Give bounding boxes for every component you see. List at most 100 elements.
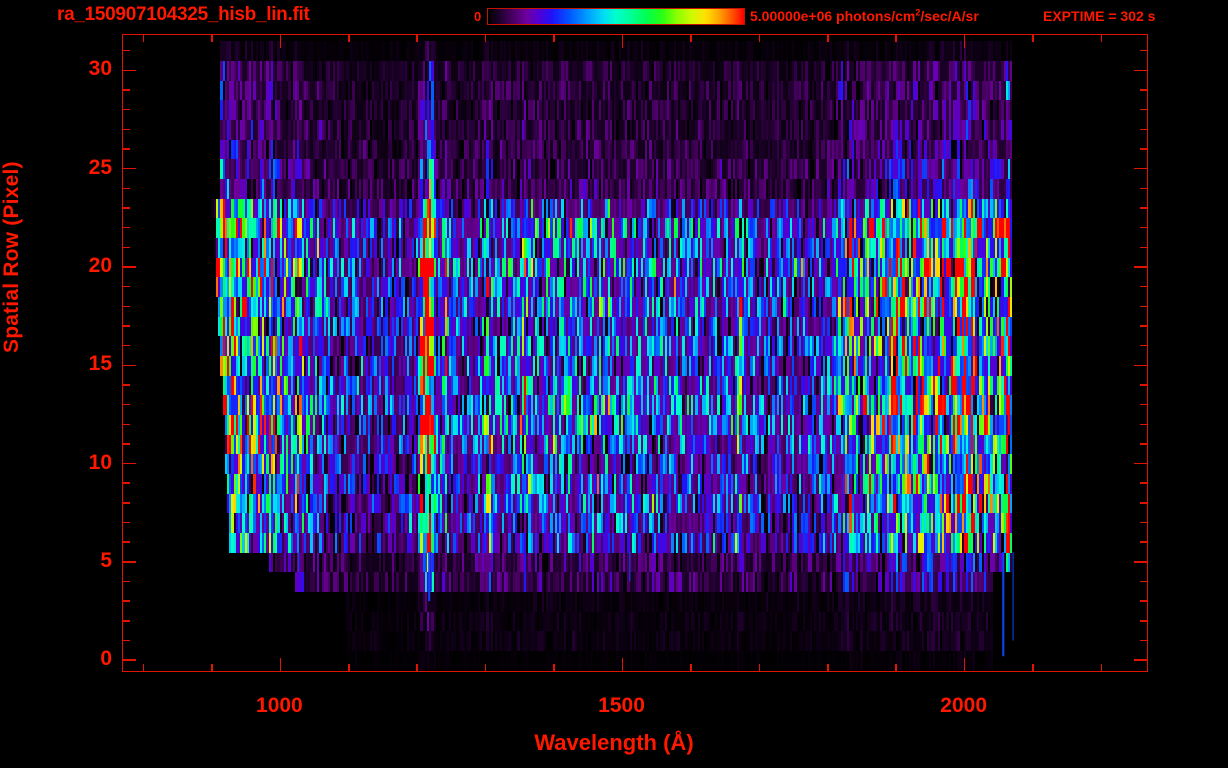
y-minor-tick-right [1140,344,1147,347]
x-axis-title: Wavelength (Å) [534,730,694,755]
colorbar-units-exponent: 2 [915,7,921,18]
x-minor-tick [1032,664,1034,671]
y-minor-tick [123,541,130,543]
y-minor-tick [123,187,130,190]
plot-frame [122,34,1148,672]
y-major-tick-right [1134,462,1147,465]
y-minor-tick-right [1140,502,1147,504]
y-minor-tick [123,49,130,52]
x-major-tick [279,658,282,671]
y-minor-tick [123,639,130,642]
y-minor-tick-right [1140,128,1147,131]
x-minor-tick [484,664,487,671]
x-major-tick-top [963,35,966,48]
y-minor-tick-right [1140,207,1147,209]
x-minor-tick [553,664,555,671]
x-major-tick [963,658,966,671]
y-major-tick-right [1134,266,1147,268]
y-axis-title: Spatial Row (Pixel) [0,161,23,353]
x-minor-tick [895,664,897,671]
y-minor-tick [123,580,130,583]
x-major-tick-top [621,35,624,48]
colorbar-max-value: 5.00000e+06 [750,8,833,24]
y-major-tick-right [1134,659,1147,661]
y-minor-tick-right [1140,187,1147,190]
y-minor-tick-right [1140,148,1147,150]
x-minor-tick-top [211,35,213,42]
y-minor-tick [123,226,130,229]
y-minor-tick [123,108,130,111]
x-minor-tick-top [1100,35,1103,42]
colorbar-min-label: 0 [474,9,482,24]
y-minor-tick-right [1140,639,1147,642]
x-minor-tick-top [348,35,350,42]
y-minor-tick [123,325,130,327]
y-minor-tick [123,443,130,445]
y-minor-tick [123,246,130,249]
y-major-tick-right [1134,167,1147,170]
y-minor-tick [123,207,130,209]
y-minor-tick-right [1140,521,1147,524]
exptime-label: EXPTIME = 302 s [1043,8,1156,24]
x-tick-label: 1500 [598,694,645,717]
spectrogram-image [123,35,1146,670]
y-minor-tick-right [1140,108,1147,111]
y-minor-tick-right [1140,305,1147,308]
x-minor-tick-top [895,35,897,42]
y-major-tick-right [1134,69,1147,72]
x-minor-tick [690,664,692,671]
y-minor-tick-right [1140,620,1147,622]
x-minor-tick-top [553,35,555,42]
y-minor-tick [123,423,130,425]
y-major-tick [123,659,136,661]
colorbar-max-label: 5.00000e+06 photons/cm2/sec/A/sr [750,8,979,24]
y-major-tick-right [1134,561,1147,563]
y-minor-tick-right [1140,541,1147,543]
y-major-tick [123,266,136,268]
y-minor-tick-right [1140,246,1147,249]
y-major-tick [123,462,136,465]
y-tick-label: 5 [100,548,112,572]
y-minor-tick [123,620,130,622]
y-tick-label: 25 [88,155,112,179]
y-minor-tick [123,384,130,386]
y-minor-tick [123,285,130,288]
y-major-tick-right [1134,364,1147,367]
y-major-tick [123,364,136,367]
colorbar [487,8,745,25]
y-minor-tick [123,128,130,131]
y-minor-tick [123,600,130,602]
y-tick-label: 20 [88,253,112,277]
y-minor-tick-right [1140,482,1147,484]
x-minor-tick-top [142,35,145,42]
x-minor-tick [348,664,350,671]
y-minor-tick-right [1140,403,1147,406]
x-minor-tick-top [827,35,829,42]
y-minor-tick-right [1140,226,1147,229]
y-minor-tick-right [1140,600,1147,602]
y-minor-tick-right [1140,580,1147,583]
x-minor-tick [827,664,829,671]
y-minor-tick-right [1140,384,1147,386]
y-minor-tick [123,521,130,524]
x-tick-label: 2000 [940,694,988,717]
y-minor-tick-right [1140,49,1147,52]
y-minor-tick-right [1140,325,1147,327]
x-minor-tick [416,664,418,671]
x-minor-tick-top [758,35,761,42]
x-minor-tick-top [484,35,487,42]
y-minor-tick-right [1140,443,1147,445]
y-minor-tick [123,403,130,406]
x-major-tick-top [279,35,282,48]
x-minor-tick-top [416,35,418,42]
y-minor-tick [123,344,130,347]
y-tick-label: 0 [100,647,112,671]
x-minor-tick-top [690,35,692,42]
y-minor-tick [123,305,130,308]
y-tick-label: 10 [88,450,112,474]
x-minor-tick-top [1032,35,1034,42]
y-minor-tick [123,148,130,150]
x-minor-tick [1100,664,1103,671]
x-tick-label: 1000 [256,694,303,717]
y-major-tick [123,561,136,563]
